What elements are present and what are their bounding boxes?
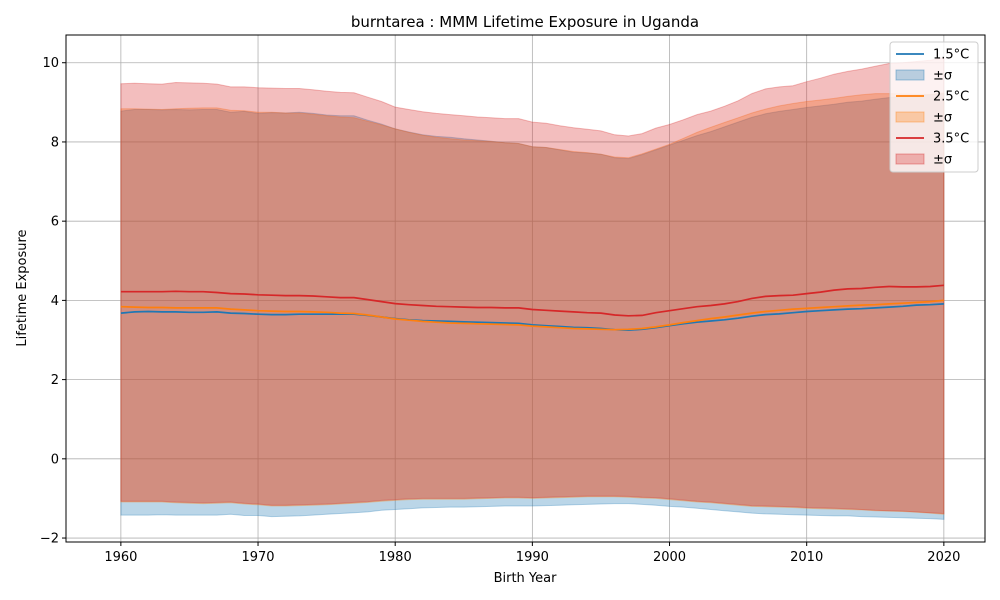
y-tick-label: 0 <box>51 452 59 467</box>
x-tick-label: 1980 <box>379 550 412 565</box>
x-axis-title: Birth Year <box>494 571 558 586</box>
y-tick-label: 6 <box>51 215 59 230</box>
x-tick-label: 1990 <box>516 550 549 565</box>
legend-band-label-2: ±σ <box>933 153 952 168</box>
legend-band-label-0: ±σ <box>933 69 952 84</box>
x-tick-label: 1970 <box>241 550 274 565</box>
bands <box>120 56 945 520</box>
y-tick-label: 8 <box>51 135 59 150</box>
x-tick-label: 2010 <box>790 550 823 565</box>
series-line-2 <box>120 284 944 317</box>
grid <box>66 35 985 542</box>
x-tick-label: 2000 <box>653 550 686 565</box>
series-lines <box>120 284 944 331</box>
x-axis: 1960 1970 1980 1990 2000 2010 2020 <box>104 542 960 565</box>
y-tick-label: −2 <box>40 532 59 547</box>
legend: 1.5°C ±σ 2.5°C ±σ 3.5°C ±σ <box>889 41 979 173</box>
legend-box <box>889 41 979 173</box>
chart-title: burntarea : MMM Lifetime Exposure in Uga… <box>351 13 699 31</box>
y-axis: −2 0 2 4 6 8 10 <box>40 56 66 547</box>
series-line-0 <box>120 303 944 331</box>
x-tick-label: 1960 <box>104 550 137 565</box>
y-tick-label: 2 <box>51 373 59 388</box>
legend-label-2: 3.5°C <box>933 132 969 147</box>
legend-swatch-1 <box>895 111 925 123</box>
band-2 <box>120 56 945 515</box>
y-tick-label: 4 <box>51 294 59 309</box>
series-line-1 <box>120 299 944 331</box>
y-tick-label: 10 <box>42 56 59 71</box>
legend-band-label-1: ±σ <box>933 111 952 126</box>
y-axis-title: Lifetime Exposure <box>15 229 30 346</box>
band-1 <box>120 92 945 515</box>
legend-swatch-0 <box>895 69 925 81</box>
legend-swatch-2 <box>895 153 925 165</box>
legend-label-1: 2.5°C <box>933 90 969 105</box>
plot-frame <box>65 34 986 543</box>
x-tick-label: 2020 <box>927 550 960 565</box>
legend-label-0: 1.5°C <box>933 48 969 63</box>
band-0 <box>120 93 945 520</box>
